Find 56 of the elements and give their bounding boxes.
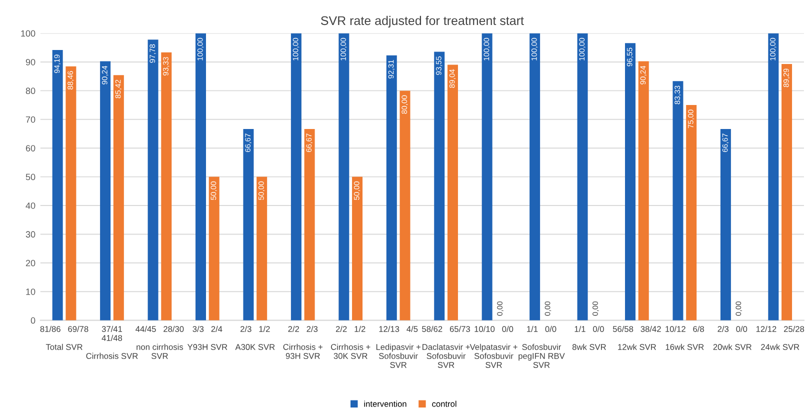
bar (66, 66, 76, 320)
category-label: 12/12 25/28 24wk SVR (756, 326, 804, 350)
bar (400, 90, 410, 320)
y-tick-label: 20 (26, 260, 36, 266)
bar (638, 61, 649, 320)
y-tick-label: 0 (30, 317, 36, 324)
category-label: 1/1 0/0 Sofosbuvir pegIFN RBV SVR (518, 326, 565, 368)
y-tick-label: 90 (26, 58, 36, 66)
bar (208, 176, 220, 320)
y-tick-label: 70 (26, 116, 36, 123)
bar (530, 33, 540, 320)
legend-label: intervention (364, 400, 406, 407)
category-label: 58/62 65/73 Daclatasvir + Sofosbuvir SVR (422, 326, 470, 368)
y-tick-label: 80 (26, 88, 36, 94)
bar (386, 55, 397, 320)
y-tick-label: 100 (21, 30, 36, 37)
bar (290, 33, 302, 320)
y-tick-label: 30 (26, 231, 36, 238)
bar (100, 61, 111, 320)
bar (352, 176, 363, 320)
bar (434, 52, 445, 320)
bar (113, 75, 124, 320)
category-label: 2/3 1/2 A30K SVR (235, 326, 275, 350)
y-tick-label: 40 (26, 202, 36, 209)
category-label: 12/13 4/5 Ledipasvir + Sofosbuvir SVR (376, 326, 420, 368)
category-label: 2/2 2/3 Cirrhosis + 93H SVR (283, 326, 322, 359)
legend-label: control (432, 400, 456, 407)
y-tick-label: 50 (26, 174, 36, 180)
bar (52, 50, 63, 320)
bar (720, 128, 731, 320)
bar (625, 43, 636, 320)
category-label: 1/1 0/0 8wk SVR (572, 326, 606, 350)
bar (304, 128, 315, 320)
bar (161, 52, 172, 320)
bar (782, 64, 792, 320)
y-tick-label: 60 (26, 145, 36, 152)
bar (148, 40, 158, 320)
bar (672, 81, 684, 320)
y-tick-label: 10 (26, 288, 36, 295)
category-label: 2/2 1/2 Cirrhosis + 30K SVR (330, 326, 370, 359)
bar (243, 128, 254, 320)
category-label: 56/58 38/42 12wk SVR (612, 326, 661, 350)
bar (686, 105, 697, 320)
bar (338, 33, 350, 320)
category-label: 10/10 0/0 Velpatasvir + Sofosbuvir SVR (470, 326, 518, 368)
bar (196, 33, 206, 320)
category-label: 2/3 0/0 20wk SVR (713, 326, 752, 350)
chart-title: SVR rate adjusted for treatment start (320, 16, 524, 28)
category-label: 3/3 2/4 Y93H SVR (187, 326, 228, 350)
bar (482, 33, 492, 320)
bar (577, 33, 588, 320)
bar (447, 64, 458, 320)
category-label: 10/12 6/8 16wk SVR (666, 326, 704, 350)
bar (256, 176, 268, 320)
bar (768, 33, 779, 320)
category-label: 81/86 69/78 Total SVR (40, 326, 88, 350)
